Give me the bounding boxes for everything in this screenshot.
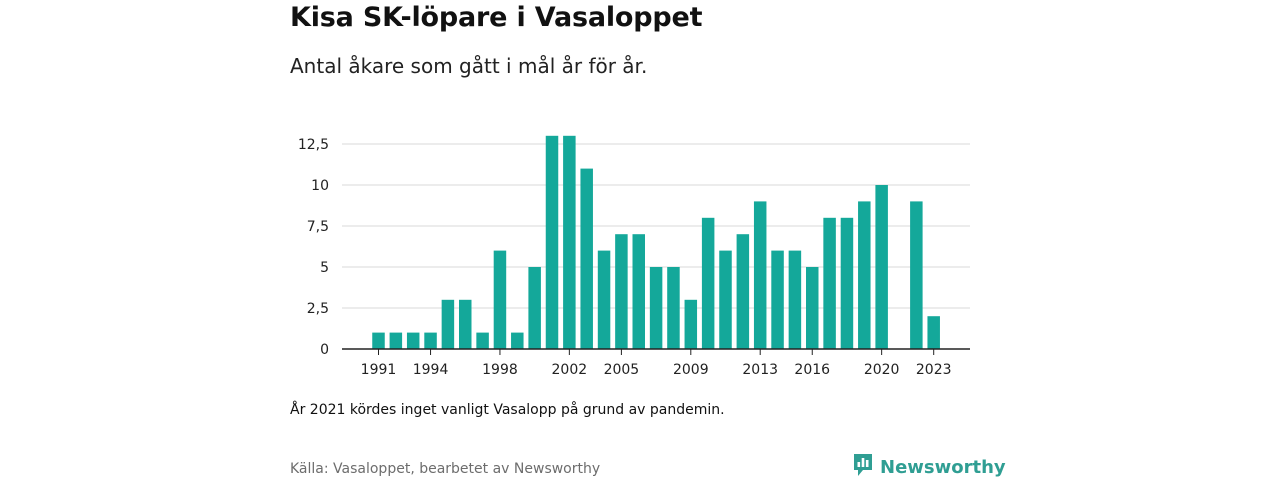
- chart-title: Kisa SK-löpare i Vasaloppet: [290, 2, 703, 33]
- y-tick-label: 10: [311, 178, 329, 194]
- x-tick-label: 2023: [916, 362, 952, 378]
- bar-1991: [372, 332, 385, 349]
- newsworthy-bar-chart-icon: [852, 452, 874, 482]
- bar-2023: [927, 316, 940, 349]
- bar-1995: [441, 299, 455, 349]
- bar-1997: [476, 332, 489, 349]
- bar-2006: [632, 234, 645, 349]
- x-tick-label: 2005: [604, 362, 640, 378]
- bar-2010: [701, 217, 715, 349]
- bar-1998: [493, 250, 507, 349]
- chart-subtitle: Antal åkare som gått i mål år för år.: [290, 54, 648, 78]
- source-text: Källa: Vasaloppet, bearbetet av Newswort…: [290, 461, 601, 477]
- logo-text: Newsworthy: [880, 456, 1006, 478]
- bar-2018: [840, 217, 854, 349]
- x-tick-label: 1994: [413, 362, 449, 378]
- bar-2012: [736, 234, 750, 349]
- x-tick-label: 2016: [794, 362, 830, 378]
- bar-1999: [511, 332, 524, 349]
- bar-2015: [788, 250, 802, 349]
- x-tick-label: 1998: [482, 362, 518, 378]
- bar-2008: [667, 267, 680, 349]
- x-tick-label: 2013: [742, 362, 778, 378]
- y-tick-label: 12,5: [298, 137, 329, 153]
- bar-2001: [545, 135, 559, 349]
- newsworthy-logo: Newsworthy: [852, 452, 1006, 482]
- y-tick-label: 5: [320, 260, 329, 276]
- bar-2019: [858, 201, 871, 349]
- bar-2003: [580, 168, 593, 349]
- x-tick-label: 2002: [552, 362, 588, 378]
- bar-2007: [649, 267, 663, 349]
- bar-2013: [753, 201, 767, 349]
- bar-2000: [528, 267, 541, 349]
- y-tick-label: 2,5: [307, 301, 329, 317]
- bars: [372, 135, 940, 349]
- bar-2011: [719, 250, 732, 349]
- x-tick-label: 2009: [673, 362, 709, 378]
- bar-2005: [615, 234, 628, 349]
- bar-2009: [684, 299, 698, 349]
- y-tick-label: 7,5: [307, 219, 329, 235]
- y-tick-label: 0: [320, 342, 329, 358]
- bar-2016: [806, 267, 819, 349]
- bar-2022: [910, 201, 923, 349]
- x-axis: 1991 1994 1998 2002 2005 2009 2013 2016 2020 2023: [342, 348, 970, 378]
- bar-1993: [406, 332, 420, 349]
- bar-2002: [563, 135, 576, 349]
- bar-1996: [459, 299, 472, 349]
- bar-2004: [597, 250, 611, 349]
- x-tick-label: 1991: [361, 362, 397, 378]
- bar-chart: 0 2,5 5 7,5 10 12,5 1991 1994 1998 2002 2005 2009 2…: [298, 135, 970, 378]
- y-axis-labels: 0 2,5 5 7,5 10 12,5: [298, 137, 329, 358]
- bar-1992: [389, 332, 403, 349]
- bar-1994: [424, 332, 437, 349]
- bar-2020: [875, 185, 888, 349]
- bar-2014: [771, 250, 784, 349]
- x-tick-label: 2020: [864, 362, 900, 378]
- bar-2017: [823, 217, 836, 349]
- chart-note: År 2021 kördes inget vanligt Vasalopp på…: [290, 402, 725, 418]
